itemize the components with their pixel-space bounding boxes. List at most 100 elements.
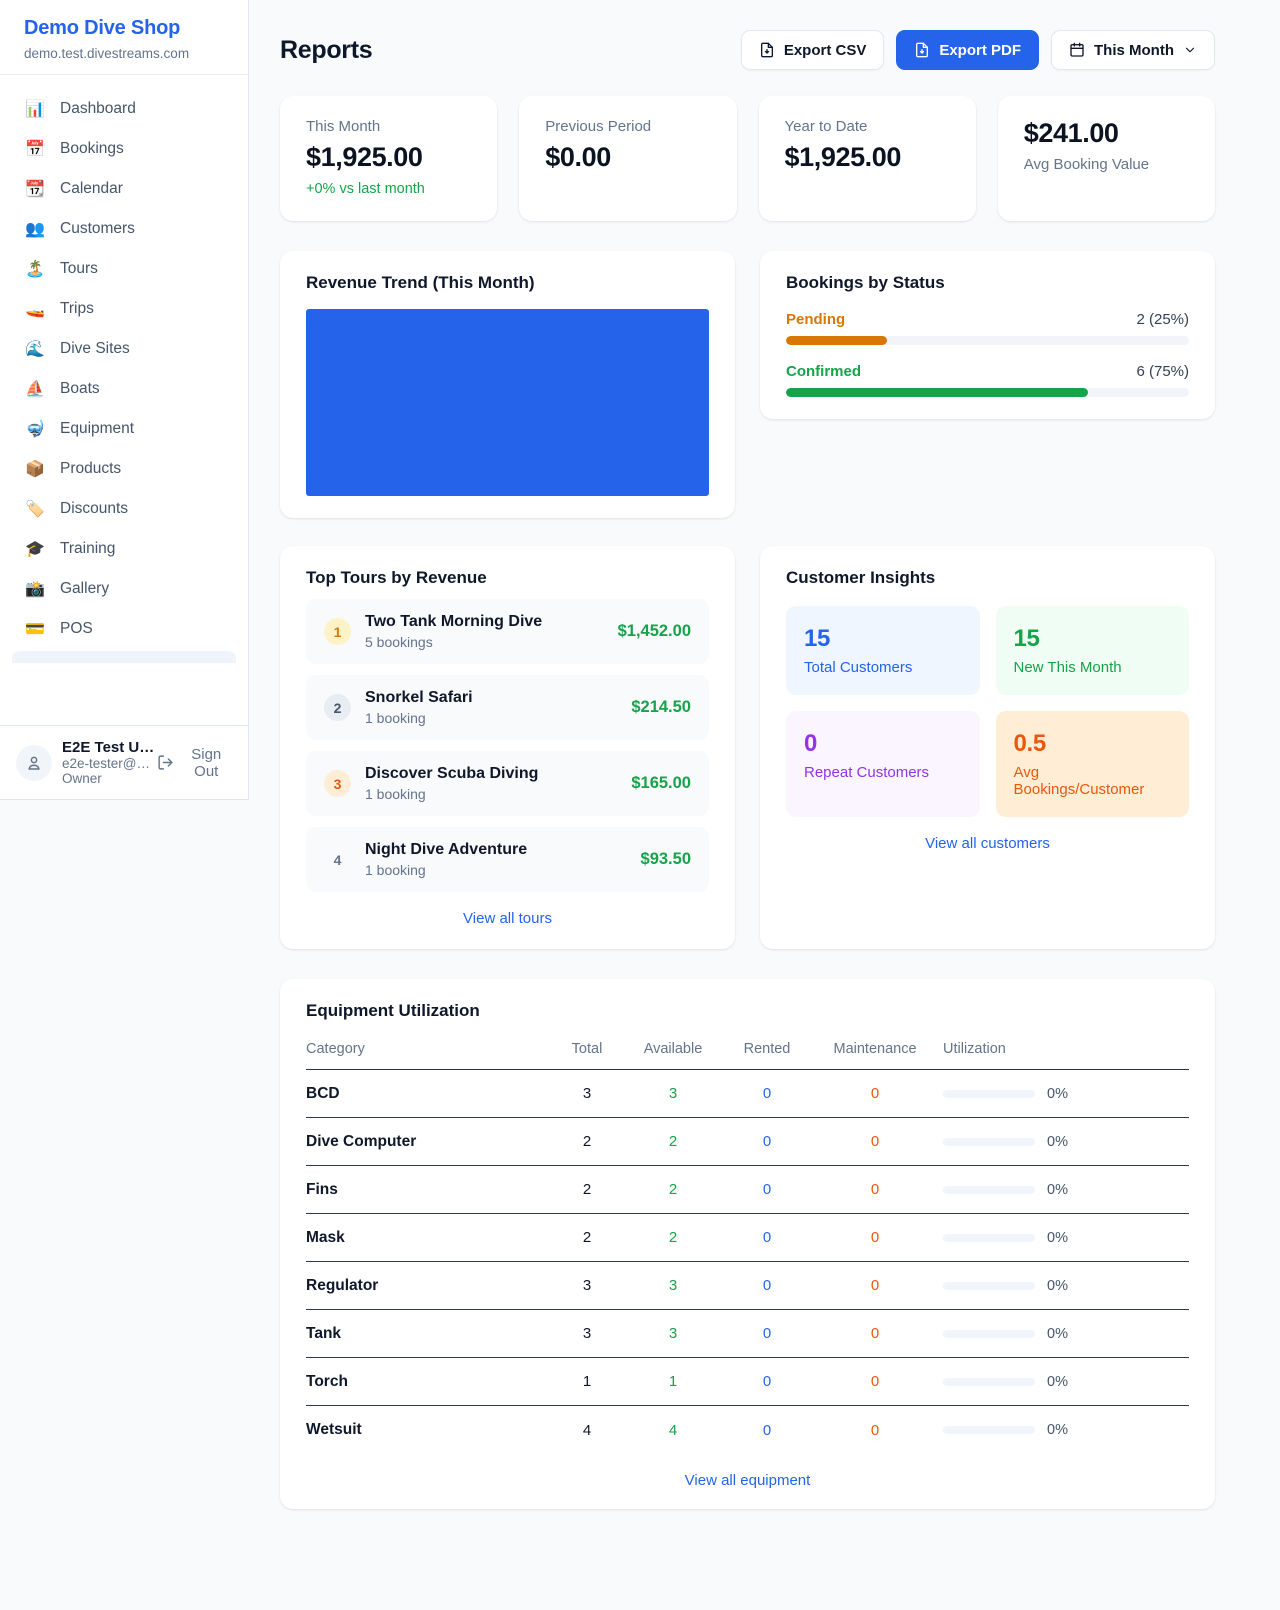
rank-badge: 2	[324, 694, 351, 721]
graduation-cap-icon: 🎓	[25, 541, 45, 558]
user-meta: E2E Test U… e2e-tester@… Owner	[62, 739, 154, 786]
sidebar-item-label: Trips	[60, 300, 94, 317]
dashboard-icon: 📊	[25, 101, 45, 118]
sidebar-item-dive-sites[interactable]: 🌊 Dive Sites	[12, 329, 236, 369]
sidebar-item-training[interactable]: 🎓 Training	[12, 529, 236, 569]
equipment-total: 2	[582, 1229, 592, 1246]
sign-out-button[interactable]: Sign Out	[157, 746, 232, 780]
sidebar-item-label: Customers	[60, 220, 135, 237]
revenue-trend-bar	[306, 309, 709, 496]
insight-label: Total Customers	[804, 659, 913, 676]
column-header-total: Total	[571, 1041, 603, 1057]
credit-card-icon: 💳	[25, 621, 45, 638]
sidebar-item-pos[interactable]: 💳 POS	[12, 609, 236, 649]
sidebar-item-calendar[interactable]: 📆 Calendar	[12, 169, 236, 209]
tour-row-3[interactable]: 3 Discover Scuba Diving 1 booking $165.0…	[306, 751, 709, 816]
status-label-confirmed: Confirmed	[786, 363, 861, 380]
tour-row-4[interactable]: 4 Night Dive Adventure 1 booking $93.50	[306, 827, 709, 892]
chevron-down-icon	[1183, 43, 1197, 57]
view-all-customers-link[interactable]: View all customers	[925, 835, 1050, 852]
user-email: e2e-tester@…	[62, 756, 150, 771]
rank-badge: 4	[333, 851, 342, 868]
period-label: This Month	[1094, 41, 1174, 59]
file-download-icon	[759, 42, 775, 58]
equipment-category: Tank	[306, 1324, 342, 1342]
charts-row: Revenue Trend (This Month) Bookings by S…	[280, 251, 1215, 518]
rank-badge: 1	[324, 618, 351, 645]
equipment-table-header: Category Total Available Rented Maintena…	[306, 1041, 1189, 1070]
sidebar-item-trips[interactable]: 🚤 Trips	[12, 289, 236, 329]
export-csv-button[interactable]: Export CSV	[740, 30, 885, 70]
stat-label: This Month	[306, 118, 381, 135]
insight-tile-avg-bookings: 0.5 Avg Bookings/Customer	[995, 711, 1189, 817]
sidebar-item-equipment[interactable]: 🤿 Equipment	[12, 409, 236, 449]
person-icon	[25, 754, 43, 772]
sidebar-item-label: Calendar	[60, 180, 123, 197]
sidebar-item-label: Boats	[60, 380, 100, 397]
equipment-rented: 0	[762, 1181, 772, 1198]
sidebar-item-dashboard[interactable]: 📊 Dashboard	[12, 89, 236, 129]
sign-out-label: Sign Out	[191, 745, 222, 780]
column-header-category: Category	[306, 1041, 365, 1057]
insight-value: 15	[1013, 625, 1040, 652]
equipment-rented: 0	[762, 1277, 772, 1294]
view-all-tours-link[interactable]: View all tours	[463, 910, 552, 927]
utilization-percent: 0%	[1047, 1085, 1068, 1102]
sidebar-item-label: Gallery	[60, 580, 110, 597]
sidebar-item-boats[interactable]: ⛵ Boats	[12, 369, 236, 409]
table-row-mask: Mask 2 2 0 0 0%	[306, 1214, 1189, 1262]
table-row-regulator: Regulator 3 3 0 0 0%	[306, 1262, 1189, 1310]
equipment-total: 3	[582, 1085, 592, 1102]
equipment-available: 3	[668, 1325, 678, 1342]
sidebar-item-gallery[interactable]: 📸 Gallery	[12, 569, 236, 609]
equipment-available: 2	[668, 1181, 678, 1198]
speedboat-icon: 🚤	[25, 301, 45, 318]
equipment-available: 2	[668, 1133, 678, 1150]
sidebar-item-tours[interactable]: 🏝️ Tours	[12, 249, 236, 289]
sidebar-item-customers[interactable]: 👥 Customers	[12, 209, 236, 249]
insight-label: Repeat Customers	[804, 764, 930, 781]
equipment-total: 3	[582, 1325, 592, 1342]
equipment-available: 2	[668, 1229, 678, 1246]
tour-revenue: $93.50	[640, 850, 691, 868]
stat-value: $1,925.00	[784, 142, 902, 172]
status-bar-pending	[786, 336, 887, 345]
equipment-maintenance: 0	[870, 1133, 880, 1150]
table-row-wetsuit: Wetsuit 4 4 0 0 0%	[306, 1406, 1189, 1454]
utilization-bar-track	[943, 1329, 1035, 1338]
tour-name: Discover Scuba Diving	[365, 765, 539, 782]
equipment-category: Mask	[306, 1228, 345, 1246]
sidebar-item-label: Products	[60, 460, 122, 477]
diving-mask-icon: 🤿	[25, 421, 45, 438]
equipment-utilization-cell: 0%	[939, 1182, 1189, 1198]
period-dropdown[interactable]: This Month	[1051, 30, 1215, 70]
utilization-percent: 0%	[1047, 1229, 1068, 1246]
insight-label: Avg Bookings/Customer	[1013, 764, 1145, 798]
equipment-maintenance: 0	[870, 1085, 880, 1102]
equipment-category: Torch	[306, 1372, 348, 1390]
status-bar-track	[786, 388, 1189, 397]
top-tours-card: Top Tours by Revenue 1 Two Tank Morning …	[280, 546, 735, 949]
status-bar-confirmed	[786, 388, 1089, 397]
view-all-equipment-link[interactable]: View all equipment	[684, 1472, 811, 1489]
customer-insights-card: Customer Insights 15 Total Customers 15 …	[760, 546, 1215, 949]
tour-bookings: 1 booking	[365, 710, 426, 726]
column-header-rented: Rented	[743, 1041, 791, 1057]
utilization-percent: 0%	[1047, 1422, 1068, 1438]
sidebar-item-products[interactable]: 📦 Products	[12, 449, 236, 489]
stat-label: Year to Date	[784, 118, 868, 135]
sidebar-item-label: Bookings	[60, 140, 124, 157]
equipment-available: 3	[668, 1277, 678, 1294]
tour-row-2[interactable]: 2 Snorkel Safari 1 booking $214.50	[306, 675, 709, 740]
equipment-utilization-cell: 0%	[939, 1134, 1189, 1150]
status-label-pending: Pending	[786, 311, 846, 328]
utilization-percent: 0%	[1047, 1181, 1068, 1198]
sidebar-item-reports-active-partial[interactable]	[12, 651, 236, 663]
customers-icon: 👥	[25, 221, 45, 238]
tour-row-1[interactable]: 1 Two Tank Morning Dive 5 bookings $1,45…	[306, 599, 709, 664]
stat-card-year-to-date: Year to Date $1,925.00	[758, 96, 976, 221]
sidebar-item-discounts[interactable]: 🏷️ Discounts	[12, 489, 236, 529]
export-pdf-label: Export PDF	[939, 41, 1022, 59]
export-pdf-button[interactable]: Export PDF	[896, 30, 1040, 70]
sidebar-item-bookings[interactable]: 📅 Bookings	[12, 129, 236, 169]
